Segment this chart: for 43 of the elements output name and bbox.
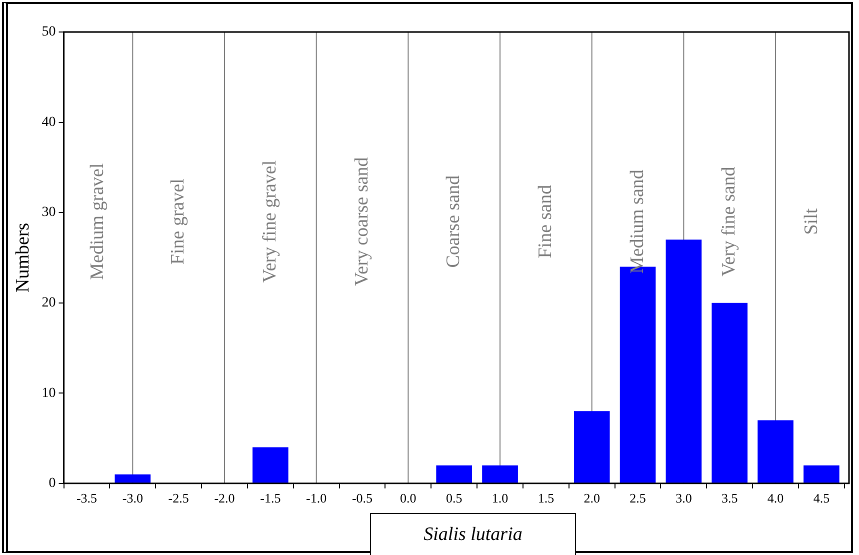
bar (574, 411, 610, 483)
annotation: Fine gravel (168, 178, 189, 265)
annotation: Fine sand (534, 184, 556, 258)
annotation: Very fine gravel (259, 160, 280, 283)
annotation: Medium sand (626, 169, 648, 274)
x-tick-label: 3.0 (676, 490, 692, 506)
x-tick-label: 1.0 (492, 490, 508, 506)
x-axis-title: Sialis lutaria (370, 513, 576, 555)
y-axis-title: Numbers (12, 222, 34, 293)
bar (252, 447, 288, 483)
bar (712, 302, 748, 483)
x-tick-label: -1.5 (260, 490, 281, 506)
annotation: Coarse sand (443, 174, 464, 268)
x-tick-label: -2.0 (214, 490, 235, 506)
bar (758, 420, 794, 483)
y-tick-label: 30 (42, 205, 56, 220)
bar (482, 465, 518, 483)
annotation: Very fine sand (718, 166, 740, 276)
y-tick-label: 50 (42, 24, 56, 40)
y-tick-label: 10 (42, 386, 56, 401)
x-tick-label: 2.0 (584, 490, 600, 506)
x-tick-label: -0.5 (352, 490, 373, 506)
x-tick-label: 4.5 (813, 490, 830, 506)
y-tick-label: 0 (48, 476, 56, 492)
x-tick-label: 0.0 (400, 490, 416, 506)
bar (436, 465, 472, 483)
x-tick-label: 4.0 (767, 490, 784, 506)
bar (804, 465, 840, 483)
bar (666, 240, 702, 483)
x-tick-label: -3.0 (122, 490, 143, 506)
x-tick-label: 2.5 (630, 490, 646, 506)
annotation: Silt (801, 208, 822, 235)
y-tick-label: 40 (42, 114, 56, 130)
x-tick-label: -3.5 (76, 490, 98, 506)
x-tick-label: -1.0 (306, 490, 327, 506)
x-tick-label: 1.5 (538, 490, 554, 506)
annotation: Medium gravel (87, 163, 108, 280)
y-tick-label: 20 (42, 296, 56, 311)
bar (114, 474, 151, 483)
annotation: Very coarse sand (351, 156, 372, 286)
x-tick-label: -2.5 (168, 490, 189, 506)
x-tick-label: 3.5 (721, 490, 738, 506)
x-tick-label: 0.5 (446, 490, 462, 506)
